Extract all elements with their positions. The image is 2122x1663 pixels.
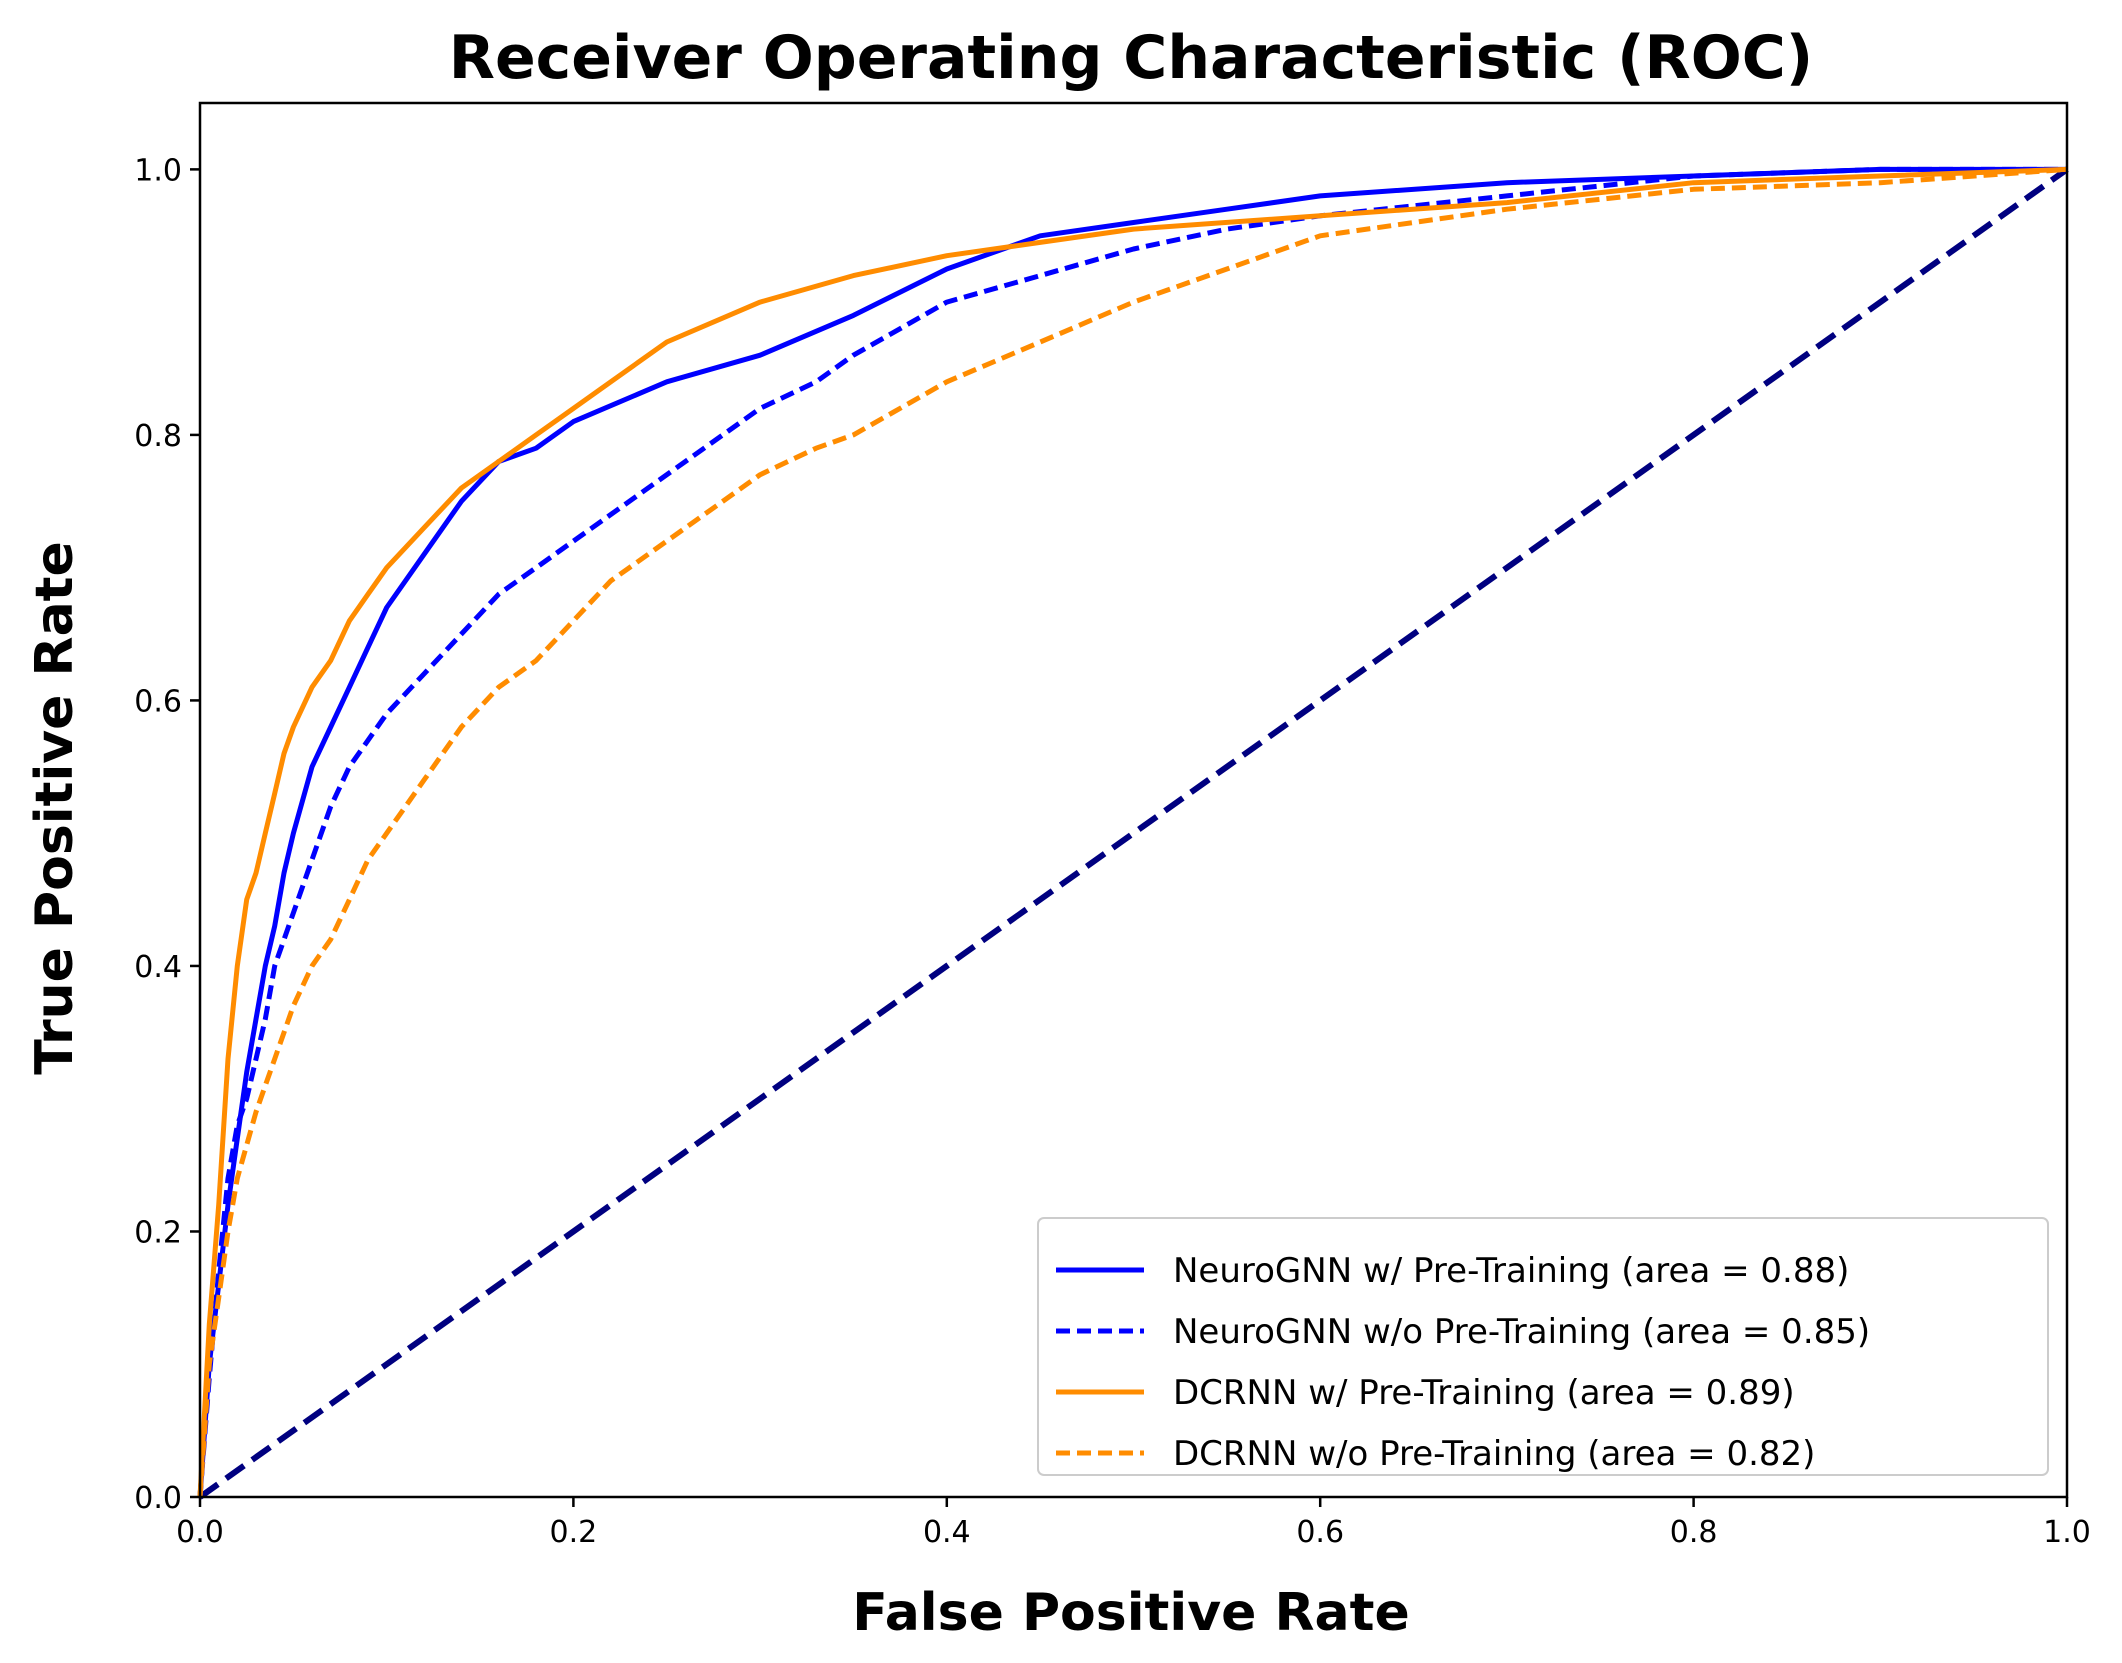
y-tick-label: 0.0 (134, 1481, 182, 1516)
y-tick-label: 1.0 (134, 153, 182, 188)
x-tick-label: 1.0 (2043, 1515, 2091, 1550)
legend-label-3: DCRNN w/ Pre-Training (area = 0.89) (1173, 1373, 1795, 1413)
x-tick-label: 0.0 (176, 1515, 224, 1550)
series-line-2 (197, 166, 2067, 1498)
plot-frame (198, 101, 2069, 1499)
x-axis-title: False Positive Rate (852, 1583, 1410, 1643)
legend-label-4: DCRNN w/o Pre-Training (area = 0.82) (1173, 1434, 1815, 1474)
series-line-1 (197, 166, 2067, 1498)
legend: NeuroGNN w/ Pre-Training (area = 0.88) Ne… (1037, 1217, 2049, 1476)
axes: 0.0 0.2 0.4 0.6 0.8 1.0 0.0 0.2 0.4 0.6 0.8 1.0 (134, 101, 2091, 1550)
y-tick-label: 0.8 (134, 419, 182, 454)
legend-label-1: NeuroGNN w/ Pre-Training (area = 0.88) (1173, 1251, 1849, 1291)
x-tick-label: 0.2 (550, 1515, 598, 1550)
y-tick-label: 0.2 (134, 1215, 182, 1250)
legend-box (1037, 1217, 2049, 1476)
x-tick-label: 0.8 (1670, 1515, 1718, 1550)
plot-area (197, 166, 2069, 1500)
x-tick-label: 0.4 (923, 1515, 971, 1550)
y-tick-label: 0.6 (134, 684, 182, 719)
series-line-4 (197, 166, 2068, 1498)
y-axis-title: True Positive Rate (25, 541, 85, 1075)
chart-title: Receiver Operating Characteristic (ROC) (449, 23, 1813, 93)
y-tick-label: 0.4 (134, 950, 182, 985)
reference-diagonal-line (198, 166, 2069, 1500)
series-line-3 (197, 166, 2068, 1498)
legend-label-2: NeuroGNN w/o Pre-Training (area = 0.85) (1173, 1312, 1870, 1352)
x-tick-label: 0.6 (1296, 1515, 1344, 1550)
